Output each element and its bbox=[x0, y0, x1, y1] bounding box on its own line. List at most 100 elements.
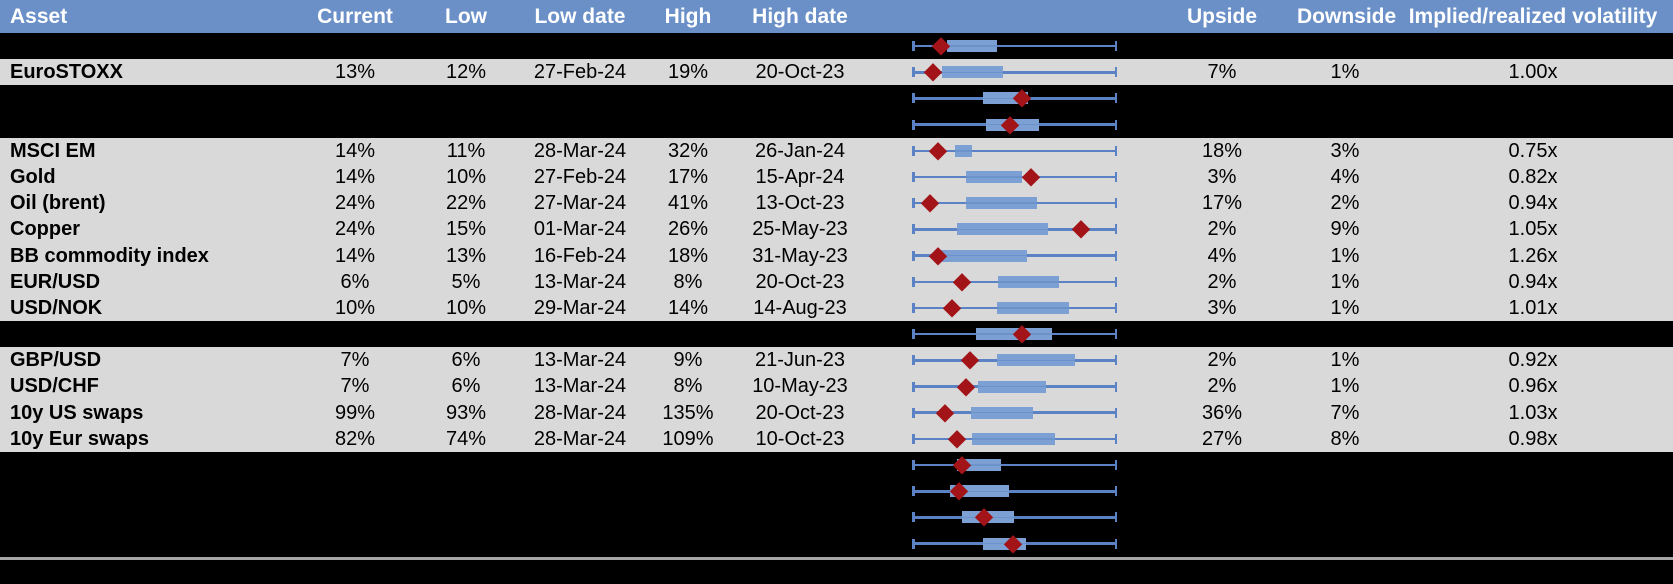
downside-cell: 1% bbox=[1330, 61, 1360, 84]
table-row-spacer[interactable] bbox=[0, 85, 1673, 112]
upside-cell: 7% bbox=[1207, 61, 1237, 84]
low-date-cell: 27-Feb-24 bbox=[533, 165, 627, 188]
range-box bbox=[997, 301, 1069, 314]
downside-cell: 1% bbox=[1330, 244, 1360, 267]
col-header-current[interactable]: Current bbox=[317, 4, 393, 28]
whisker-cap-right bbox=[1114, 538, 1117, 549]
table-row-oil-brent[interactable]: Oil (brent) 24% 22% 27-Mar-24 41% 13-Oct-23 17… bbox=[0, 190, 1673, 217]
table-row-gold[interactable]: Gold 14% 10% 27-Feb-24 17% 15-Apr-24 3% 4% 0.82x bbox=[0, 163, 1673, 191]
whisker-line bbox=[912, 463, 1117, 467]
upside-cell: 36% bbox=[1201, 401, 1243, 424]
low-cell: 10% bbox=[445, 296, 487, 319]
table-row-spacer[interactable] bbox=[0, 33, 1673, 60]
table-row-eur-usd[interactable]: EUR/USD 6% 5% 13-Mar-24 8% 20-Oct-23 2% 1% 0.94x bbox=[0, 268, 1673, 295]
whisker-cap-left bbox=[912, 381, 915, 392]
table-row-spacer[interactable] bbox=[0, 504, 1673, 531]
high-date-cell: 13-Oct-23 bbox=[755, 192, 845, 215]
boxplot-cell bbox=[882, 373, 1147, 399]
whisker-cap-left bbox=[912, 224, 915, 235]
whisker-cap-left bbox=[912, 67, 915, 78]
current-marker-diamond bbox=[1022, 168, 1040, 186]
table-row-spacer[interactable] bbox=[0, 478, 1673, 505]
whisker-cap-left bbox=[912, 93, 915, 104]
header-row: Asset Current Low Low date High High dat… bbox=[0, 0, 1673, 33]
asset-name-cell: 10y US swaps bbox=[10, 401, 144, 424]
high-cell: 17% bbox=[667, 165, 709, 188]
implied-realized-cell: 0.94x bbox=[1508, 270, 1558, 293]
col-header-low[interactable]: Low bbox=[445, 4, 487, 28]
col-header-downside[interactable]: Downside bbox=[1297, 4, 1397, 28]
boxplot bbox=[912, 164, 1117, 190]
whisker-cap-left bbox=[912, 250, 915, 261]
low-date-cell: 16-Feb-24 bbox=[533, 244, 627, 267]
table-row-usd-nok[interactable]: USD/NOK 10% 10% 29-Mar-24 14% 14-Aug-23 3% 1% 1.… bbox=[0, 294, 1673, 322]
upside-cell: 2% bbox=[1207, 375, 1237, 398]
asset-name-cell: EuroSTOXX bbox=[10, 61, 123, 84]
low-date-cell: 13-Mar-24 bbox=[533, 375, 627, 398]
low-date-cell: 27-Feb-24 bbox=[533, 61, 627, 84]
table-row-copper[interactable]: Copper 24% 15% 01-Mar-24 26% 25-May-23 2% 9% 1.0… bbox=[0, 216, 1673, 243]
boxplot bbox=[912, 269, 1117, 295]
boxplot bbox=[912, 347, 1117, 373]
col-header-upside[interactable]: Upside bbox=[1186, 4, 1257, 28]
col-header-low-date[interactable]: Low date bbox=[534, 4, 626, 28]
current-marker-diamond bbox=[1072, 220, 1090, 239]
table-row-10y-us-swaps[interactable]: 10y US swaps 99% 93% 28-Mar-24 135% 20-Oct-23… bbox=[0, 399, 1673, 426]
boxplot bbox=[912, 33, 1117, 59]
implied-realized-cell: 1.03x bbox=[1508, 401, 1558, 424]
asset-name-cell: MSCI EM bbox=[10, 139, 96, 162]
table-row-spacer[interactable] bbox=[0, 111, 1673, 138]
table-row-eurostoxx[interactable]: EuroSTOXX 13% 12% 27-Feb-24 19% 20-Oct-23 7% 1%… bbox=[0, 59, 1673, 86]
downside-cell: 7% bbox=[1330, 401, 1360, 424]
current-marker-diamond bbox=[957, 377, 976, 396]
asset-name-cell: Copper bbox=[10, 218, 80, 241]
low-date-cell: 13-Mar-24 bbox=[533, 349, 627, 372]
table-row-gbp-usd[interactable]: GBP/USD 7% 6% 13-Mar-24 9% 21-Jun-23 2% 1% 0.92x bbox=[0, 347, 1673, 374]
range-box bbox=[966, 171, 1023, 184]
table-row-usd-chf[interactable]: USD/CHF 7% 6% 13-Mar-24 8% 10-May-23 2% 1% 0.96x bbox=[0, 373, 1673, 400]
col-header-asset[interactable]: Asset bbox=[10, 4, 68, 28]
current-cell: 82% bbox=[334, 427, 376, 450]
implied-realized-cell: 1.26x bbox=[1508, 244, 1558, 267]
high-cell: 8% bbox=[673, 375, 703, 398]
boxplot bbox=[912, 373, 1117, 399]
table-row-spacer[interactable] bbox=[0, 321, 1673, 348]
table-row-spacer[interactable] bbox=[0, 530, 1673, 557]
table-row-msci-em[interactable]: MSCI EM 14% 11% 28-Mar-24 32% 26-Jan-24 18% 3% 0… bbox=[0, 137, 1673, 164]
col-header-implied-realized[interactable]: Implied/realized volatility bbox=[1408, 4, 1658, 28]
high-cell: 9% bbox=[673, 349, 703, 372]
high-cell: 14% bbox=[667, 296, 709, 319]
whisker-cap-left bbox=[912, 276, 915, 287]
boxplot bbox=[912, 216, 1117, 242]
boxplot bbox=[912, 295, 1117, 321]
whisker-cap-right bbox=[1114, 433, 1117, 444]
table-row-10y-eur-swaps[interactable]: 10y Eur swaps 82% 74% 28-Mar-24 109% 10-Oct-2… bbox=[0, 425, 1673, 452]
asset-name-cell: USD/NOK bbox=[10, 296, 103, 319]
upside-cell: 3% bbox=[1207, 296, 1237, 319]
high-date-cell: 21-Jun-23 bbox=[754, 349, 846, 372]
low-cell: 13% bbox=[445, 244, 487, 267]
whisker-cap-left bbox=[912, 407, 915, 418]
range-box bbox=[955, 144, 973, 157]
implied-realized-cell: 0.82x bbox=[1508, 165, 1558, 188]
table-row-spacer[interactable] bbox=[0, 452, 1673, 479]
col-header-high[interactable]: High bbox=[664, 4, 712, 28]
whisker-cap-left bbox=[912, 538, 915, 549]
low-cell: 15% bbox=[445, 218, 487, 241]
whisker-cap-right bbox=[1114, 407, 1117, 418]
low-cell: 6% bbox=[451, 349, 481, 372]
high-date-cell: 14-Aug-23 bbox=[753, 296, 847, 319]
range-box bbox=[957, 223, 1049, 236]
current-cell: 14% bbox=[334, 139, 376, 162]
whisker-cap-right bbox=[1114, 119, 1117, 130]
table-row-bb-commodity-index[interactable]: BB commodity index 14% 13% 16-Feb-24 18% 31-M… bbox=[0, 242, 1673, 269]
whisker-cap-left bbox=[912, 302, 915, 313]
current-cell: 6% bbox=[340, 270, 370, 293]
current-cell: 24% bbox=[334, 218, 376, 241]
whisker-cap-right bbox=[1114, 250, 1117, 261]
implied-realized-cell: 0.75x bbox=[1508, 139, 1558, 162]
boxplot bbox=[912, 243, 1117, 269]
whisker-cap-right bbox=[1114, 145, 1117, 156]
col-header-high-date[interactable]: High date bbox=[752, 4, 848, 28]
boxplot bbox=[912, 190, 1117, 216]
